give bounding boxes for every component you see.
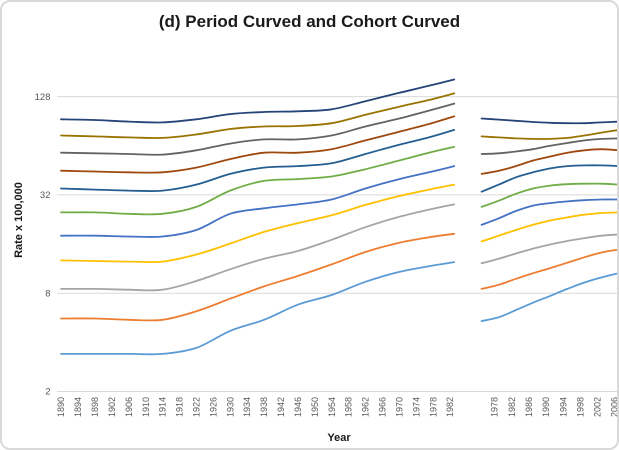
series-line-period-line-07 — [60, 165, 456, 238]
series-line-period-line-09 — [60, 203, 456, 292]
x-tick-label: 1954 — [327, 397, 337, 417]
x-tick-label: 1906 — [124, 397, 134, 417]
x-tick-label: 1982 — [445, 397, 455, 417]
x-tick-label: 1958 — [344, 397, 354, 417]
series-line-period-line-06 — [60, 146, 456, 216]
series-line-cohort-line-02 — [480, 129, 617, 140]
x-tick-label: 1926 — [208, 397, 218, 417]
x-tick-label: 1998 — [575, 397, 585, 417]
x-tick-label: 1962 — [361, 397, 371, 417]
series-line-period-line-08 — [60, 183, 456, 263]
x-tick-label: 1942 — [276, 397, 286, 417]
x-tick-label: 1994 — [558, 397, 568, 417]
x-tick-label: 1990 — [541, 397, 551, 417]
x-tick-label: 1918 — [175, 397, 185, 417]
x-tick-label: 1938 — [259, 397, 269, 417]
y-tick-label: 128 — [35, 92, 51, 103]
x-tick-label: 1914 — [158, 397, 168, 417]
x-tick-label: 2002 — [593, 397, 603, 417]
x-tick-label: 1890 — [56, 397, 66, 417]
series-line-cohort-line-08 — [480, 211, 617, 243]
x-tick-label: 1982 — [507, 397, 517, 417]
x-tick-label: 1894 — [73, 397, 83, 417]
series-line-cohort-line-03 — [480, 137, 617, 155]
x-tick-label: 1910 — [141, 397, 151, 417]
series-line-cohort-line-09 — [480, 233, 617, 265]
x-tick-label: 1898 — [90, 397, 100, 417]
series-line-cohort-line-05 — [480, 164, 617, 193]
x-tick-label: 1978 — [428, 397, 438, 417]
x-axis-title: Year — [327, 432, 351, 444]
series-line-period-line-01 — [60, 78, 456, 124]
x-tick-label: 1930 — [225, 397, 235, 417]
series-line-period-line-02 — [60, 92, 456, 139]
chart-title: (d) Period Curved and Cohort Curved — [158, 12, 461, 31]
x-tick-label: 1986 — [524, 397, 534, 417]
x-tick-label: 1966 — [378, 397, 388, 417]
x-tick-label: 1950 — [310, 397, 320, 417]
y-tick-label: 32 — [40, 190, 51, 201]
series-line-period-line-04 — [60, 115, 456, 174]
series-line-cohort-line-04 — [480, 148, 617, 175]
series-line-period-line-05 — [60, 129, 456, 192]
series-line-cohort-line-01 — [480, 117, 617, 125]
series-line-cohort-line-07 — [480, 198, 617, 226]
x-tick-label: 1970 — [395, 397, 405, 417]
series-line-cohort-line-06 — [480, 182, 617, 208]
x-tick-label: 1902 — [107, 397, 117, 417]
y-tick-label: 2 — [45, 387, 50, 398]
x-tick-label: 2006 — [610, 397, 619, 417]
x-tick-label: 1934 — [242, 397, 252, 417]
x-tick-label: 1922 — [192, 397, 202, 417]
series-line-period-line-03 — [60, 102, 456, 156]
series-line-period-line-10 — [60, 232, 456, 322]
x-tick-label: 1946 — [293, 397, 303, 417]
x-tick-label: 1974 — [411, 397, 421, 417]
series-line-period-line-11 — [60, 261, 456, 356]
series-line-cohort-line-11 — [480, 272, 617, 322]
series-line-cohort-line-10 — [480, 248, 617, 290]
x-tick-label: 1978 — [490, 397, 500, 417]
y-tick-label: 8 — [45, 288, 50, 299]
